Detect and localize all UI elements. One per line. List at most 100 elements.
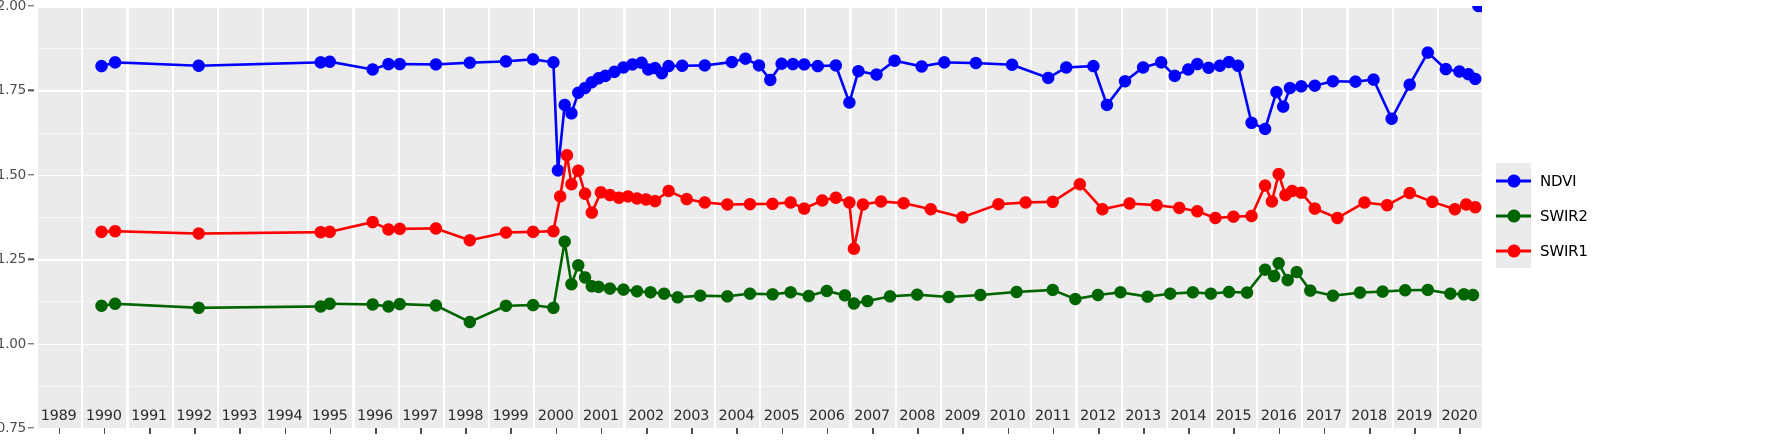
y-tick-mark bbox=[28, 5, 34, 7]
x-tick-label: 2010 bbox=[989, 408, 1026, 424]
y-tick-mark bbox=[28, 427, 34, 429]
data-point bbox=[1304, 284, 1317, 297]
x-tick-label: 1995 bbox=[311, 408, 348, 424]
data-point bbox=[680, 192, 693, 206]
data-point bbox=[1136, 61, 1150, 74]
data-point bbox=[560, 149, 574, 162]
data-point bbox=[1421, 283, 1434, 297]
data-point bbox=[323, 297, 336, 310]
x-tick-label: 1996 bbox=[357, 408, 393, 424]
data-point bbox=[1398, 284, 1412, 297]
data-point bbox=[1286, 184, 1299, 198]
legend-item-swir2[interactable]: SWIR2 bbox=[1496, 198, 1766, 233]
gridline-vertical bbox=[984, 6, 988, 428]
data-point bbox=[675, 59, 689, 72]
x-tick-label: 1997 bbox=[402, 408, 438, 424]
x-tick-mark bbox=[103, 428, 106, 434]
x-tick-mark bbox=[691, 428, 693, 434]
gridline-vertical bbox=[36, 6, 39, 428]
x-tick-mark bbox=[1007, 428, 1010, 434]
data-point bbox=[547, 301, 560, 315]
data-point bbox=[1457, 288, 1471, 301]
data-point bbox=[811, 59, 824, 73]
x-tick-mark bbox=[510, 428, 513, 434]
data-point bbox=[648, 61, 662, 75]
data-point bbox=[314, 56, 327, 69]
data-point bbox=[784, 286, 797, 299]
data-point bbox=[393, 57, 406, 71]
data-point bbox=[578, 81, 592, 95]
data-point bbox=[1042, 71, 1055, 85]
x-tick-mark bbox=[1052, 428, 1055, 434]
plot-panel: 1989 1990 1991 1992 1993 1994 1995 1996 1997 1998… bbox=[36, 6, 1482, 428]
data-point bbox=[382, 57, 395, 71]
legend-label: SWIR2 bbox=[1540, 206, 1588, 225]
data-point bbox=[1091, 288, 1105, 302]
data-point bbox=[463, 234, 476, 247]
data-point bbox=[786, 57, 800, 71]
x-tick-label: 2015 bbox=[1215, 408, 1252, 424]
x-tick-mark bbox=[1369, 428, 1371, 434]
data-point bbox=[108, 224, 122, 238]
data-point bbox=[1469, 72, 1482, 86]
x-tick-mark bbox=[58, 428, 61, 434]
data-point bbox=[1240, 286, 1254, 299]
x-tick-label: 1998 bbox=[447, 408, 484, 424]
data-point bbox=[1191, 57, 1204, 71]
data-point bbox=[1182, 63, 1195, 76]
legend-item-swir1[interactable]: SWIR1 bbox=[1496, 233, 1766, 268]
x-tick-label: 2009 bbox=[944, 408, 981, 424]
data-point bbox=[1281, 273, 1294, 287]
y-tick-label: 1.50 bbox=[0, 166, 26, 183]
x-tick-label: 2012 bbox=[1080, 408, 1116, 424]
data-point bbox=[592, 280, 605, 294]
data-point bbox=[856, 198, 870, 211]
series-swir2 bbox=[95, 235, 1480, 329]
gridline-vertical bbox=[1301, 6, 1304, 428]
x-tick-mark bbox=[826, 428, 829, 434]
legend-label: NDVI bbox=[1540, 171, 1577, 190]
gridline-vertical bbox=[126, 6, 129, 428]
x-tick-mark bbox=[1233, 428, 1236, 434]
data-point bbox=[547, 224, 560, 238]
data-point bbox=[766, 197, 779, 211]
data-point bbox=[743, 197, 757, 211]
data-point bbox=[1060, 61, 1073, 74]
data-point bbox=[565, 277, 578, 291]
data-point bbox=[553, 190, 567, 203]
data-point bbox=[698, 59, 711, 72]
gridline-vertical bbox=[397, 6, 400, 428]
gridline-vertical bbox=[759, 6, 762, 428]
x-tick-mark bbox=[646, 428, 648, 434]
legend-point-icon bbox=[1507, 174, 1520, 187]
legend-key-swatch bbox=[1496, 233, 1531, 268]
gridline-vertical bbox=[352, 6, 355, 428]
data-point bbox=[393, 222, 406, 236]
data-point bbox=[1353, 286, 1367, 299]
data-point bbox=[1222, 55, 1236, 69]
data-point bbox=[639, 193, 653, 206]
y-tick-label: 1.25 bbox=[0, 251, 26, 268]
x-tick-label: 2004 bbox=[718, 408, 755, 424]
data-point bbox=[1448, 203, 1462, 216]
gridline-vertical bbox=[1120, 6, 1123, 428]
data-point bbox=[874, 195, 888, 208]
legend-key-swatch bbox=[1496, 198, 1531, 233]
data-point bbox=[784, 196, 797, 209]
data-point bbox=[547, 56, 560, 69]
gridline-vertical bbox=[713, 6, 716, 428]
x-tick-label: 1999 bbox=[492, 408, 529, 424]
x-tick-label: 2007 bbox=[854, 408, 890, 424]
data-point bbox=[725, 55, 739, 69]
x-tick-label: 2002 bbox=[628, 408, 664, 424]
data-point bbox=[1453, 65, 1466, 78]
gridline-vertical bbox=[849, 6, 852, 428]
gridline-vertical bbox=[939, 6, 942, 428]
legend-item-ndvi[interactable]: NDVI bbox=[1496, 163, 1766, 198]
data-point bbox=[1462, 68, 1475, 81]
data-point bbox=[1168, 69, 1181, 83]
data-point bbox=[626, 58, 639, 71]
data-point bbox=[1258, 263, 1272, 276]
data-point bbox=[1403, 186, 1416, 200]
data-point bbox=[1005, 58, 1019, 71]
